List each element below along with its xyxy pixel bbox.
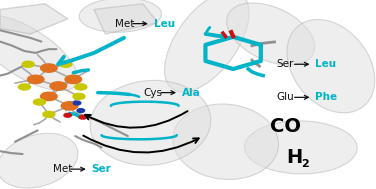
Circle shape xyxy=(27,75,44,84)
Circle shape xyxy=(79,115,86,119)
Circle shape xyxy=(77,109,85,112)
Circle shape xyxy=(75,84,87,90)
Ellipse shape xyxy=(90,80,211,165)
FancyArrowPatch shape xyxy=(85,111,188,128)
Ellipse shape xyxy=(0,133,78,188)
Text: 2: 2 xyxy=(302,160,309,169)
Text: Met: Met xyxy=(115,19,134,29)
Text: H: H xyxy=(286,148,302,167)
Circle shape xyxy=(65,75,82,84)
Text: Glu: Glu xyxy=(276,92,294,102)
Ellipse shape xyxy=(165,0,249,92)
Text: Phe: Phe xyxy=(315,92,338,102)
Circle shape xyxy=(33,99,45,105)
Ellipse shape xyxy=(79,0,161,32)
Ellipse shape xyxy=(0,15,78,91)
Circle shape xyxy=(41,92,57,101)
Ellipse shape xyxy=(244,121,357,174)
Polygon shape xyxy=(94,4,158,34)
Circle shape xyxy=(41,64,57,72)
Ellipse shape xyxy=(173,104,279,180)
Text: Cys: Cys xyxy=(143,88,162,98)
Text: Ala: Ala xyxy=(182,88,201,98)
Circle shape xyxy=(73,101,81,105)
Circle shape xyxy=(18,84,30,90)
Circle shape xyxy=(50,82,67,90)
Polygon shape xyxy=(0,4,68,34)
FancyArrowPatch shape xyxy=(83,136,199,153)
Circle shape xyxy=(61,102,78,110)
Circle shape xyxy=(73,93,85,99)
Text: Met: Met xyxy=(53,164,72,174)
Circle shape xyxy=(22,61,34,67)
Text: Ser: Ser xyxy=(276,59,294,69)
Text: Leu: Leu xyxy=(154,19,175,29)
Circle shape xyxy=(64,113,71,117)
Ellipse shape xyxy=(287,19,375,113)
Ellipse shape xyxy=(227,3,315,65)
Circle shape xyxy=(60,61,72,67)
Circle shape xyxy=(43,111,55,117)
Text: Leu: Leu xyxy=(315,59,337,69)
Text: Ser: Ser xyxy=(92,164,112,174)
Text: CO: CO xyxy=(270,117,301,136)
